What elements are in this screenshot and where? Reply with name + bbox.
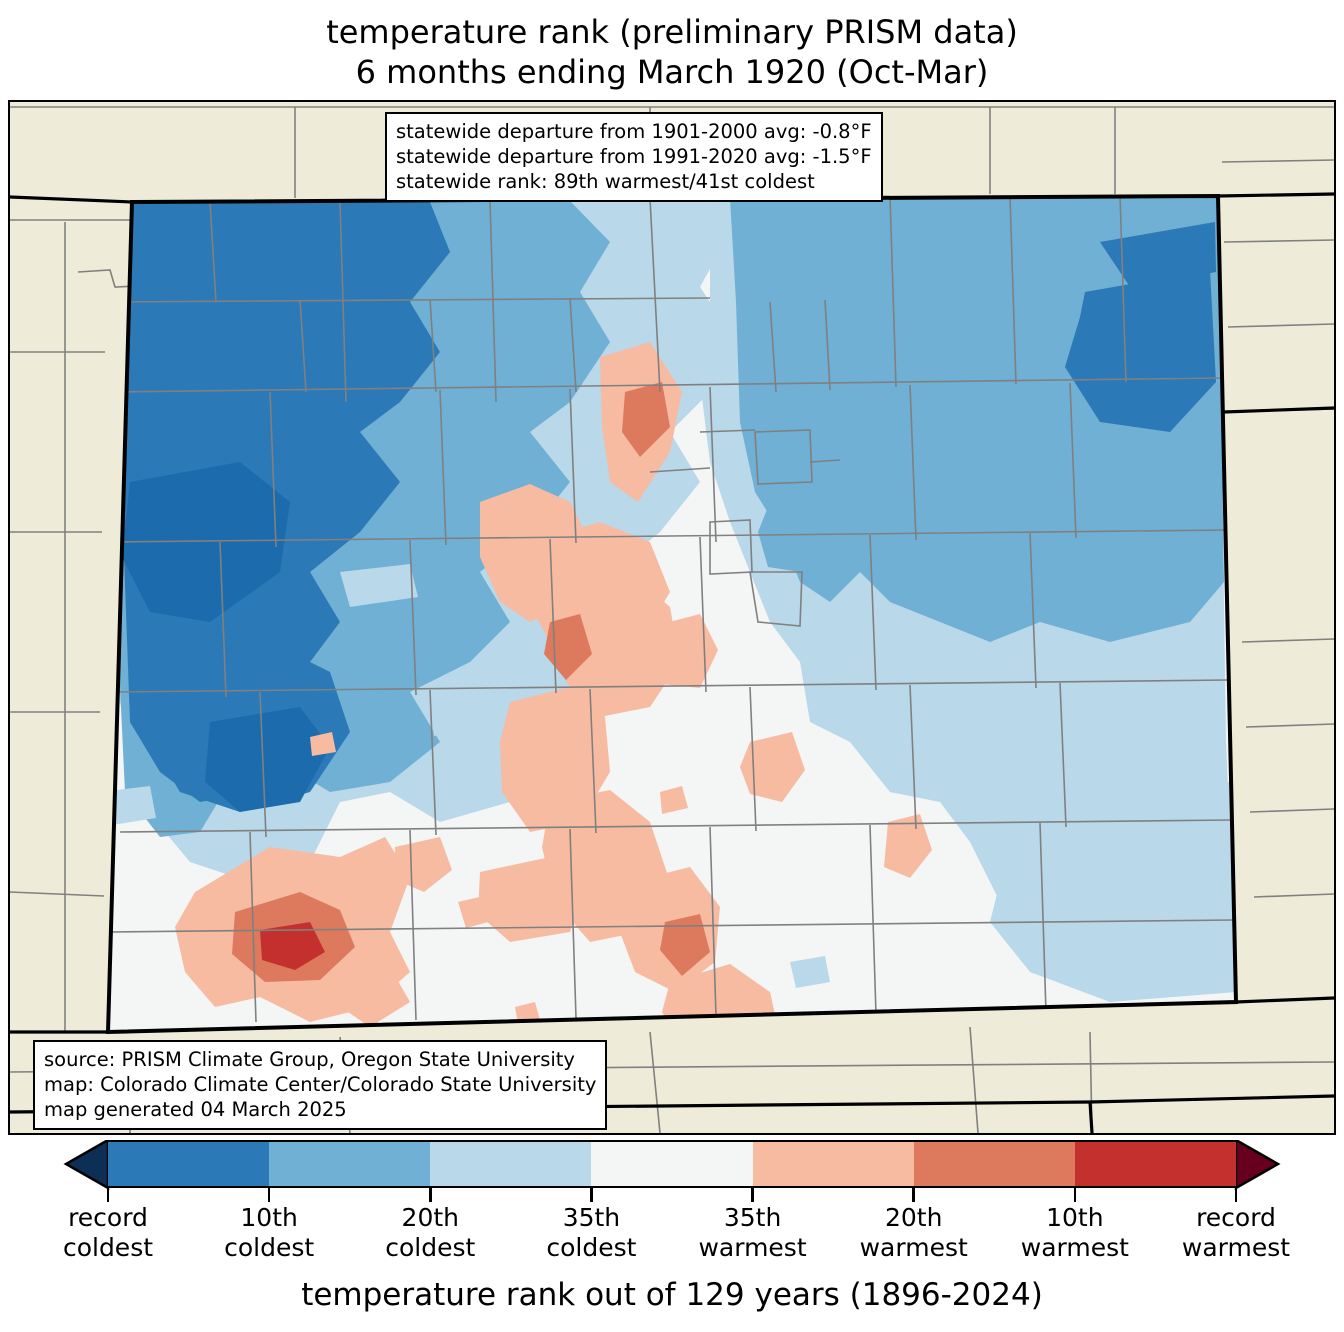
colorbar-label-bottom-1: coldest [224, 1233, 315, 1262]
cold-anomaly-regions [108, 196, 1236, 1002]
colorbar-tick-1 [267, 1188, 271, 1202]
colorado-county-lines [109, 196, 1235, 1023]
cold-band-10th-nw-deep2 [122, 462, 290, 622]
warm-ribbon-divide-mid3 [566, 572, 680, 717]
colorbar-min-arrow [63, 1140, 110, 1191]
source-generated-date: map generated 04 March 2025 [44, 1098, 347, 1121]
stats-departure-1991-2020: statewide departure from 1991-2020 avg: … [396, 145, 872, 168]
colorbar-label-7: record warmest [1146, 1203, 1326, 1263]
source-box: source: PRISM Climate Group, Oregon Stat… [33, 1040, 608, 1130]
colorbar-label-bottom-3: coldest [546, 1233, 637, 1262]
colorbar-outline [108, 1140, 1236, 1188]
cold-patch-small-g [430, 706, 464, 736]
warm-blob-small-c [660, 786, 688, 814]
cold-band-10th-ne-corner2 [1100, 222, 1216, 287]
cold-band-10th-ne-corner [1065, 270, 1216, 432]
colorbar-band-5 [913, 1140, 1075, 1188]
colorbar-tick-4 [751, 1188, 754, 1202]
title-line-1: temperature rank (preliminary PRISM data… [326, 13, 1018, 51]
colorbar-tick-3 [590, 1188, 593, 1202]
warm-blob-west-b [478, 857, 585, 942]
colorbar-label-top-4: 35th [723, 1203, 782, 1232]
source-prism: source: PRISM Climate Group, Oregon Stat… [44, 1048, 575, 1071]
colorbar-band-3 [591, 1140, 753, 1188]
colorbar-label-3: 35th coldest [501, 1203, 681, 1263]
colorbar-label-5: 20th warmest [824, 1203, 1004, 1263]
colorbar-tick-labels: record coldest 10th coldest 20th coldest 35th c… [0, 1203, 1344, 1265]
colorbar-label-1: 10th coldest [179, 1203, 359, 1263]
cold-patch-small-b [1130, 654, 1200, 702]
colorbar-band-0 [108, 1140, 270, 1188]
colorbar-label-2: 20th coldest [340, 1203, 520, 1263]
colorbar-tick-6 [1073, 1188, 1077, 1202]
colorbar-label-top-1: 10th [240, 1203, 298, 1232]
colorbar-band-4 [752, 1140, 914, 1188]
page-title: temperature rank (preliminary PRISM data… [0, 12, 1344, 92]
cold-patch-small-c [340, 564, 418, 607]
colorbar-label-bottom-5: warmest [859, 1233, 968, 1262]
colorbar-label-6: 10th warmest [985, 1203, 1165, 1263]
warm-ribbon-divide-north-core [622, 382, 670, 457]
warm-blob-central-east [644, 614, 718, 688]
colorbar-tick-5 [912, 1188, 915, 1202]
cold-patch-small-d [510, 654, 558, 694]
cold-patch-foothills [758, 494, 822, 572]
warm-blob-small-b [515, 1002, 540, 1024]
cold-patch-denver-n [745, 352, 830, 432]
colorbar-label-4: 35th warmest [663, 1203, 843, 1263]
warm-blob-arkansas [740, 732, 805, 802]
warm-ribbon-divide-core1 [544, 614, 592, 680]
stats-statewide-rank: statewide rank: 89th warmest/41st coldes… [396, 170, 815, 193]
colorbar-label-top-2: 20th [401, 1203, 460, 1232]
colorbar-tick-2 [429, 1188, 432, 1202]
colorbar-band-1 [269, 1140, 431, 1188]
colorado-temperature-rank-map [10, 102, 1334, 1133]
colorbar-caps [63, 1140, 1281, 1191]
colorbar-label-0: record coldest [18, 1203, 198, 1263]
colorbar-label-top-6: 10th [1046, 1203, 1104, 1232]
colorado-state-body [108, 196, 1236, 1032]
colorbar-band-6 [1074, 1140, 1236, 1188]
colorbar-tick-0 [106, 1188, 110, 1202]
cold-patch-small-a [1165, 490, 1210, 522]
warm-sw-tail [345, 967, 410, 1027]
map-frame [8, 100, 1336, 1135]
cold-band-10th-nw-deep [205, 707, 330, 812]
colorbar-label-bottom-2: coldest [385, 1233, 476, 1262]
cold-band-35th-se [990, 782, 1236, 1002]
colorbar-label-top-0: record [68, 1203, 148, 1232]
warm-band-10th-sw [260, 922, 325, 970]
title-line-2: 6 months ending March 1920 (Oct-Mar) [355, 53, 989, 91]
colorbar-label-top-3: 35th [562, 1203, 621, 1232]
colorbar-label-bottom-0: coldest [62, 1233, 154, 1262]
warm-blob-pikes [884, 814, 932, 878]
colorbar-tick-7 [1234, 1188, 1238, 1202]
warm-blob-small-d [310, 732, 336, 756]
warm-blob-west-a [395, 837, 452, 892]
colorbar-label-top-5: 20th [884, 1203, 943, 1232]
warm-ribbon-divide-core3 [660, 914, 710, 976]
colorbar-caption: temperature rank out of 129 years (1896-… [301, 1277, 1043, 1313]
warm-blob-small-a [458, 895, 496, 928]
cold-patch-plains-strip [838, 397, 915, 462]
colorbar-max-arrow [1234, 1140, 1281, 1191]
colorbar-band-2 [430, 1140, 592, 1188]
warm-ribbon-south [662, 964, 780, 1032]
colorbar-label-bottom-4: warmest [698, 1233, 807, 1262]
source-map-credit: map: Colorado Climate Center/Colorado St… [44, 1073, 597, 1096]
colorbar-label-bottom-7: warmest [1181, 1233, 1291, 1262]
colorbar [0, 1140, 1344, 1210]
cold-patch-small-f [790, 956, 830, 988]
statistics-box: statewide departure from 1901-2000 avg: … [385, 112, 883, 202]
stats-departure-1901-2000: statewide departure from 1901-2000 avg: … [396, 120, 872, 143]
colorbar-label-top-7: record [1196, 1203, 1276, 1232]
colorbar-label-bottom-6: warmest [1020, 1233, 1129, 1262]
